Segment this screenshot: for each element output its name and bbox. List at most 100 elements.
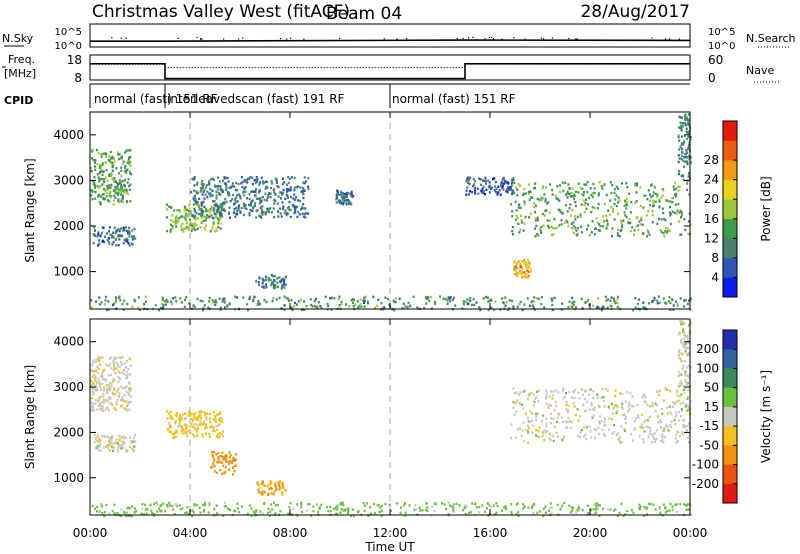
power-echo-cell xyxy=(293,212,296,215)
velocity-echo-cell xyxy=(531,412,534,415)
velocity-echo-cell xyxy=(186,506,189,509)
power-echo-cell xyxy=(94,186,96,189)
power-echo-cell xyxy=(107,241,110,244)
velocity-echo-cell xyxy=(103,514,106,518)
power-echo-cell xyxy=(658,301,661,304)
velocity-echo-cell xyxy=(153,502,156,505)
velocity-echo-cell xyxy=(200,410,203,413)
power-echo-cell xyxy=(509,186,512,189)
power-echo-cell xyxy=(640,218,643,222)
power-echo-cell xyxy=(474,186,477,190)
velocity-colorbar-segment xyxy=(723,445,737,465)
power-echo-cell xyxy=(246,181,249,184)
velocity-echo-cell xyxy=(168,501,171,504)
velocity-echo-cell xyxy=(620,502,623,506)
power-echo-cell xyxy=(598,192,600,195)
power-echo-cell xyxy=(199,299,202,302)
power-echo-cell xyxy=(261,213,264,216)
power-echo-cell xyxy=(680,154,683,157)
power-echo-cell xyxy=(165,298,168,301)
velocity-echo-cell xyxy=(104,379,107,383)
velocity-echo-cell xyxy=(684,425,687,428)
velocity-echo-cell xyxy=(504,507,507,511)
power-echo-cell xyxy=(112,163,115,167)
power-echo-cell xyxy=(626,185,629,189)
power-echo-cell xyxy=(127,177,130,181)
power-echo-cell xyxy=(285,193,288,197)
velocity-echo-cell xyxy=(415,508,418,511)
power-echo-cell xyxy=(662,232,665,235)
power-echo-cell xyxy=(288,208,291,211)
velocity-echo-cell xyxy=(676,389,679,392)
velocity-echo-cell xyxy=(210,425,213,428)
power-echo-cell xyxy=(555,197,558,200)
velocity-echo-cell xyxy=(590,436,593,439)
power-echo-cell xyxy=(466,298,469,301)
power-echo-cell xyxy=(293,305,296,308)
power-echo-cell xyxy=(511,181,513,184)
power-echo-cell xyxy=(474,180,477,183)
velocity-echo-cell xyxy=(527,441,530,444)
power-echo-cell xyxy=(384,296,387,299)
velocity-echo-cell xyxy=(214,514,217,517)
power-echo-cell xyxy=(175,221,178,225)
velocity-echo-cell xyxy=(97,377,100,380)
velocity-echo-cell xyxy=(100,435,103,438)
power-echo-cell xyxy=(534,227,537,230)
power-echo-cell xyxy=(682,143,685,146)
power-echo-cell xyxy=(299,200,302,203)
velocity-echo-cell xyxy=(180,417,183,421)
power-echo-cell xyxy=(526,262,529,266)
velocity-echo-cell xyxy=(149,503,152,507)
power-echo-cell xyxy=(558,199,561,202)
power-echo-cell xyxy=(304,207,307,210)
power-echo-cell xyxy=(671,210,674,213)
power-echo-cell xyxy=(211,177,214,181)
velocity-echo-cell xyxy=(514,436,517,439)
power-echo-cell xyxy=(126,240,129,243)
velocity-echo-cell xyxy=(582,403,585,406)
power-echo-cell xyxy=(452,296,455,300)
power-echo-cell xyxy=(482,185,485,188)
velocity-echo-cell xyxy=(213,425,216,428)
noise-spike xyxy=(200,38,202,40)
power-echo-cell xyxy=(449,296,452,300)
velocity-echo-cell xyxy=(683,331,685,334)
power-echo-cell xyxy=(634,297,637,300)
velocity-echo-cell xyxy=(661,439,664,442)
velocity-echo-cell xyxy=(109,396,112,400)
power-echo-cell xyxy=(277,215,280,218)
power-echo-cell xyxy=(345,192,348,195)
noise-spike xyxy=(488,36,491,39)
power-echo-cell xyxy=(266,199,268,202)
velocity-echo-cell xyxy=(222,456,225,459)
noise-spike xyxy=(492,38,495,40)
power-echo-cell xyxy=(291,308,294,312)
noise-sky-label: N.Sky xyxy=(2,32,34,45)
power-echo-cell xyxy=(114,301,117,304)
velocity-echo-cell xyxy=(612,407,615,410)
power-echo-cell xyxy=(287,176,290,179)
power-echo-cell xyxy=(297,300,300,303)
velocity-echo-cell xyxy=(638,435,641,438)
velocity-echo-cell xyxy=(674,437,677,440)
power-echo-cell xyxy=(446,299,449,302)
velocity-echo-cell xyxy=(99,404,102,407)
power-echo-cell xyxy=(426,297,428,300)
velocity-echo-cell xyxy=(597,504,600,507)
power-echo-cell xyxy=(267,194,270,197)
power-echo-cell xyxy=(337,297,340,301)
velocity-echo-cell xyxy=(197,416,200,419)
velocity-echo-cell xyxy=(628,403,631,406)
power-echo-cell xyxy=(265,286,268,289)
power-echo-cell xyxy=(675,192,678,195)
power-echo-cell xyxy=(112,199,115,202)
power-echo-cell xyxy=(182,227,185,231)
power-echo-cell xyxy=(357,306,359,309)
velocity-echo-cell xyxy=(220,432,223,435)
velocity-echo-cell xyxy=(674,503,677,507)
power-echo-cell xyxy=(105,152,108,156)
power-echo-cell xyxy=(270,179,273,183)
velocity-echo-cell xyxy=(601,387,604,391)
velocity-echo-cell xyxy=(117,387,120,390)
